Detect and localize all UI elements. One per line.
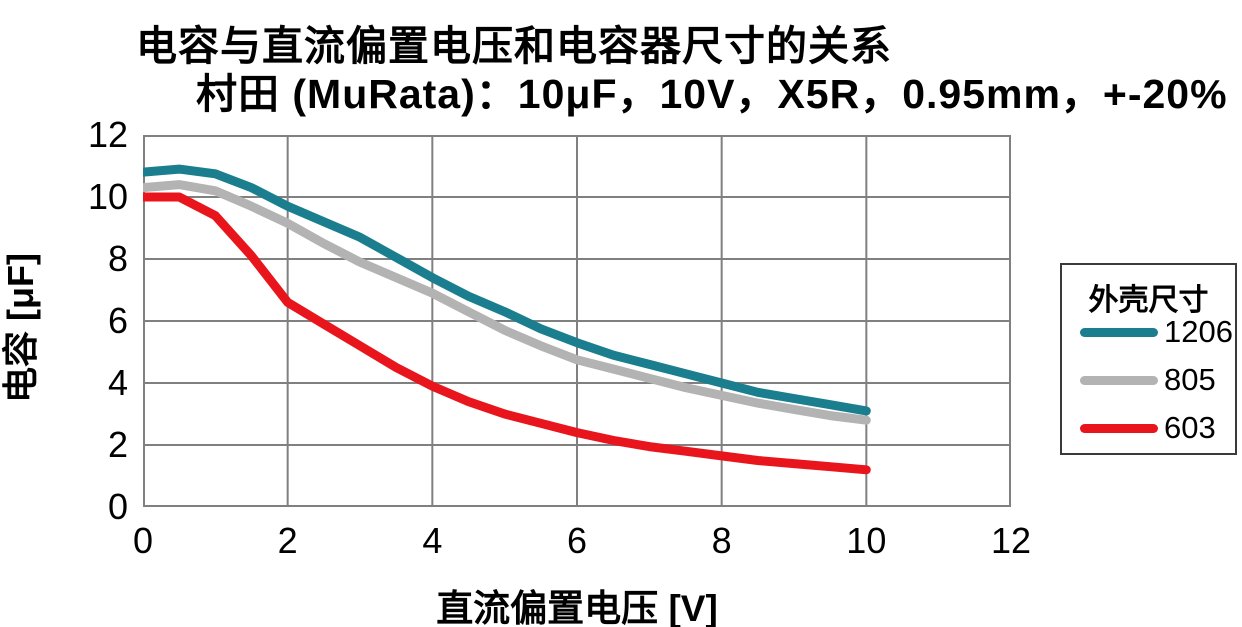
legend-label: 1206	[1164, 314, 1233, 349]
x-tick-label: 2	[277, 520, 298, 561]
series-line-603	[143, 192, 871, 475]
x-tick-label: 4	[422, 520, 443, 561]
y-tick-label: 2	[107, 424, 128, 465]
series-line-1206	[143, 164, 871, 416]
legend-item-1206: 1206	[1062, 315, 1235, 349]
x-tick-label: 8	[711, 520, 732, 561]
y-tick-label: 4	[107, 362, 128, 403]
plot-border	[143, 135, 1011, 507]
chart-title: 电容与直流偏置电压和电容器尺寸的关系	[136, 23, 892, 69]
x-tick-label: 0	[132, 520, 154, 561]
y-tick-label: 0	[107, 486, 128, 527]
legend-swatch-805	[1080, 376, 1158, 385]
legend-swatch-1206	[1080, 328, 1158, 337]
legend-item-805: 805	[1062, 363, 1235, 397]
legend-box: 外壳尺寸 1206 805 603	[1060, 263, 1237, 455]
y-tick-label: 8	[107, 238, 128, 279]
y-tick-label: 6	[107, 300, 128, 341]
plot-area	[143, 135, 1011, 507]
x-tick-label: 10	[846, 520, 887, 561]
chart-subtitle: 村田 (MuRata)：10μF，10V，X5R，0.95mm，+-20%	[196, 71, 1228, 117]
y-tick-label: 10	[87, 176, 128, 217]
legend-item-603: 603	[1062, 411, 1235, 445]
x-tick-label: 6	[566, 520, 588, 561]
legend-label: 805	[1164, 362, 1216, 397]
series-line-805	[143, 180, 871, 425]
y-tick-label: 12	[87, 114, 128, 155]
legend-title: 外壳尺寸	[1088, 284, 1209, 317]
x-axis-label: 直流偏置电压 [V]	[436, 588, 718, 627]
legend-swatch-603	[1080, 424, 1158, 433]
legend-label: 603	[1164, 410, 1216, 445]
x-tick-label: 12	[990, 520, 1032, 561]
